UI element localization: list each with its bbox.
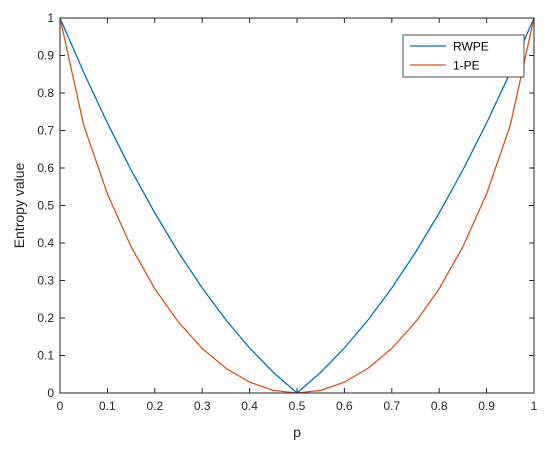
x-tick-label: 0.1 [99, 399, 116, 413]
x-axis-ticks: 0 0.1 0.2 0.3 0.4 0.5 0.6 0.7 0.8 0.9 1 [57, 18, 538, 413]
x-tick-label: 0.7 [383, 399, 400, 413]
y-tick-label: 0.1 [37, 349, 54, 363]
legend: RWPE 1-PE [402, 34, 525, 78]
x-tick-label: 0.3 [194, 399, 211, 413]
y-tick-label: 0.9 [37, 49, 54, 63]
x-tick-label: 0.2 [146, 399, 163, 413]
x-tick-label: 0.6 [336, 399, 353, 413]
y-tick-label: 0.3 [37, 274, 54, 288]
y-axis-label: Entropy value [11, 162, 27, 248]
legend-box [402, 34, 525, 78]
x-tick-label: 0.9 [478, 399, 495, 413]
y-tick-label: 0.5 [37, 199, 54, 213]
x-tick-label: 1 [531, 399, 538, 413]
y-tick-label: 0.2 [37, 311, 54, 325]
y-tick-label: 0 [47, 386, 54, 400]
legend-label-rwpe: RWPE [453, 40, 489, 54]
x-axis-label: p [293, 424, 301, 440]
y-tick-label: 1 [47, 11, 54, 25]
y-tick-label: 0.7 [37, 124, 54, 138]
y-tick-label: 0.8 [37, 86, 54, 100]
x-tick-label: 0.4 [241, 399, 258, 413]
y-tick-label: 0.4 [37, 236, 54, 250]
x-tick-label: 0 [57, 399, 64, 413]
y-tick-label: 0.6 [37, 161, 54, 175]
legend-label-1-pe: 1-PE [453, 59, 480, 73]
y-axis-ticks: 0 0.1 0.2 0.3 0.4 0.5 0.6 0.7 0.8 0.9 1 [37, 11, 534, 400]
x-tick-label: 0.5 [289, 399, 306, 413]
plot-area [60, 18, 534, 393]
x-tick-label: 0.8 [431, 399, 448, 413]
